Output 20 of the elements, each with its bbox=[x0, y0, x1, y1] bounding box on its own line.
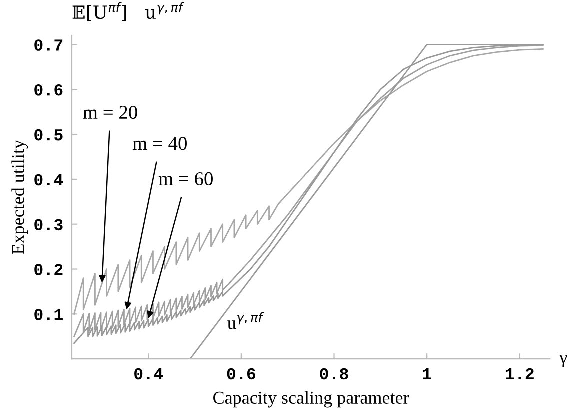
annotation: m = 60 bbox=[158, 172, 213, 186]
y-tick-label: 0.7 bbox=[34, 40, 63, 51]
text: 𝔼[U$^{πf}$] u$^{γ,πf}$ bbox=[72, 2, 184, 22]
y-axis-title: Expected utility bbox=[12, 140, 28, 254]
annotation: m = 20 bbox=[83, 106, 138, 120]
y-tick-label: 0.3 bbox=[34, 219, 63, 231]
annotation: m = 40 bbox=[132, 137, 187, 150]
x-tick-label: 1.2 bbox=[506, 368, 534, 380]
x-tick-label: 0.6 bbox=[227, 368, 256, 380]
annotation: u$^{γ,πf}$ bbox=[228, 312, 264, 330]
x-tick-label: 0.8 bbox=[320, 368, 348, 380]
x-tick-label: 0.4 bbox=[134, 368, 164, 380]
x-axis-title: Capacity scaling parameter bbox=[214, 391, 410, 408]
x-tick-label: 1 bbox=[423, 368, 432, 380]
y-tick-label: 0.2 bbox=[34, 264, 63, 276]
y-tick-label: 0.1 bbox=[34, 309, 63, 320]
y-tick-label: 0.4 bbox=[34, 174, 64, 186]
y-tick-label: 0.5 bbox=[34, 129, 63, 141]
text: γ bbox=[560, 355, 568, 368]
y-tick-label: 0.6 bbox=[34, 84, 63, 96]
